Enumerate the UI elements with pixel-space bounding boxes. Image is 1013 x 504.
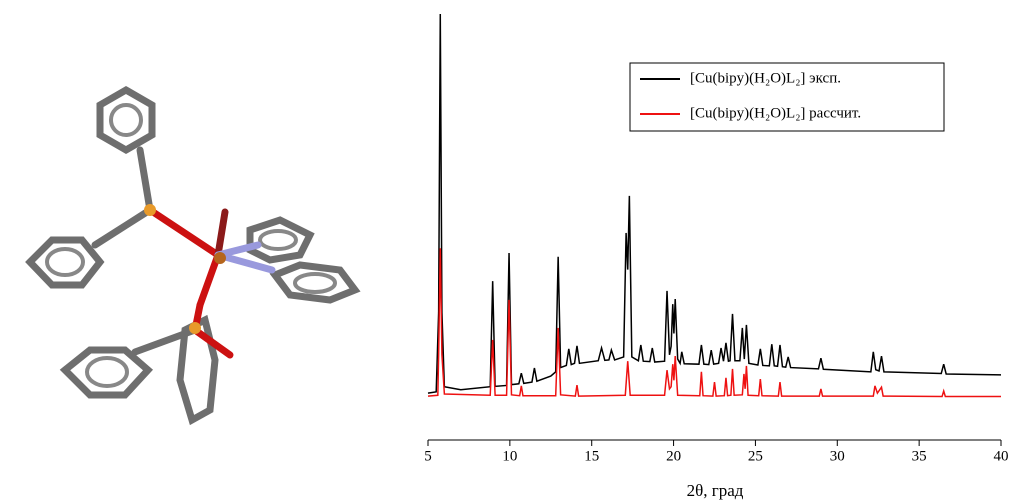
legend-box <box>629 62 945 132</box>
molecule-structure <box>25 85 361 426</box>
x-tick-label: 15 <box>584 448 599 464</box>
series-line <box>427 13 1002 394</box>
legend-label: [Cu(bipy)(H₂O)L₂] рассчит. <box>690 105 861 121</box>
series-line <box>427 248 1001 398</box>
x-tick-label: 35 <box>912 448 927 464</box>
x-tick-label: 20 <box>666 448 681 464</box>
plot-area: 5 10 15 20 25 30 35 40 <box>424 13 1009 464</box>
x-tick-label: 10 <box>502 448 517 464</box>
x-tick-label: 5 <box>424 448 432 464</box>
x-axis-label: 2θ, град <box>687 481 744 500</box>
x-tick-label: 25 <box>748 448 763 464</box>
x-tick-label: 40 <box>994 448 1009 464</box>
x-tick-label: 30 <box>830 448 845 464</box>
legend-label: [Cu(bipy)(H₂O)L₂] эксп. <box>690 70 841 86</box>
